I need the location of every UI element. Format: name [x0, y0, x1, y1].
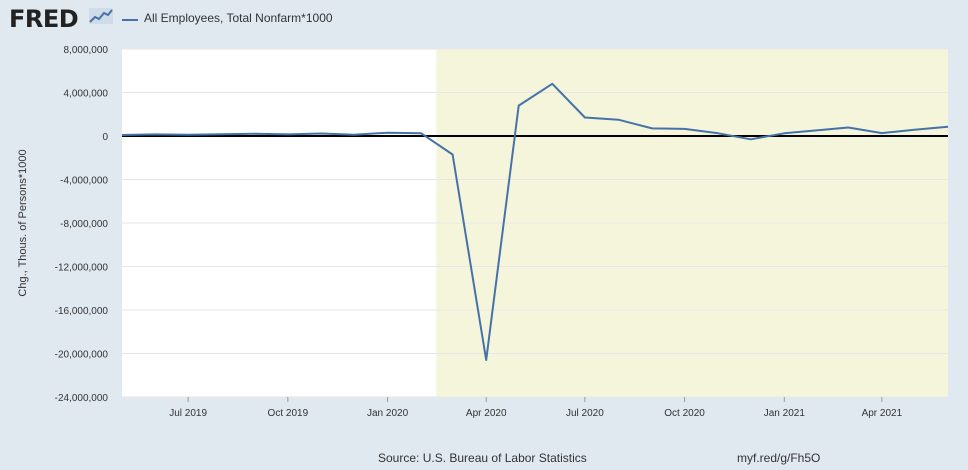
- data-point: [880, 132, 883, 135]
- x-tick-label: Oct 2020: [664, 408, 705, 419]
- legend-series-label: All Employees, Total Nonfarm*1000: [144, 11, 333, 25]
- data-point: [617, 118, 620, 121]
- x-tick-label: Jan 2021: [764, 408, 806, 419]
- y-tick-label: -20,000,000: [55, 350, 109, 361]
- fred-logo[interactable]: FRED: [9, 5, 79, 33]
- y-axis-label: Chg., Thous. of Persons*1000: [17, 149, 29, 296]
- x-tick-label: Apr 2021: [862, 408, 903, 419]
- data-point: [551, 82, 554, 85]
- data-point: [386, 131, 389, 134]
- y-tick-label: -16,000,000: [55, 306, 109, 317]
- data-point: [947, 125, 950, 128]
- y-tick-label: -12,000,000: [55, 263, 109, 274]
- short-link[interactable]: myf.red/g/Fh5O: [737, 451, 821, 465]
- chart-header: FRED All Employees, Total Nonfarm*1000: [0, 0, 968, 40]
- source-text: Source: U.S. Bureau of Labor Statistics: [378, 451, 587, 465]
- y-tick-label: -4,000,000: [60, 176, 108, 187]
- data-point: [286, 133, 289, 136]
- fred-graph-icon: [89, 8, 113, 24]
- data-point: [749, 138, 752, 141]
- legend-series-swatch: [122, 19, 138, 21]
- x-tick-label: Jan 2020: [367, 408, 409, 419]
- data-point: [583, 116, 586, 119]
- data-point: [517, 104, 520, 107]
- x-tick-label: Apr 2020: [466, 408, 507, 419]
- y-tick-label: -24,000,000: [55, 393, 109, 404]
- data-point: [847, 126, 850, 129]
- data-point: [254, 132, 257, 135]
- y-tick-label: 8,000,000: [64, 45, 109, 56]
- x-tick-label: Jul 2019: [169, 408, 207, 419]
- data-point: [913, 128, 916, 131]
- data-point: [187, 133, 190, 136]
- x-axis-ticks: Jul 2019 Oct 2019 Jan 2020 Apr 2020 Jul 2020…: [169, 397, 903, 419]
- y-tick-label: -8,000,000: [60, 219, 108, 230]
- data-point: [717, 132, 720, 135]
- data-point: [420, 132, 423, 135]
- data-point: [320, 132, 323, 135]
- x-tick-label: Oct 2019: [268, 408, 309, 419]
- data-point: [352, 133, 355, 136]
- y-tick-label: 4,000,000: [64, 89, 109, 100]
- data-point: [220, 133, 223, 136]
- data-point: [651, 127, 654, 130]
- y-tick-label: 0: [102, 132, 108, 143]
- data-point: [816, 129, 819, 132]
- series-line: [121, 82, 949, 361]
- y-axis-ticks: 8,000,000 4,000,000 0 -4,000,000 -8,000,000 -…: [55, 45, 109, 404]
- data-point: [485, 359, 488, 362]
- x-tick-label: Jul 2020: [566, 408, 604, 419]
- series-group: [121, 82, 950, 362]
- data-point: [154, 133, 157, 136]
- data-point: [451, 153, 454, 156]
- data-point: [121, 134, 124, 137]
- data-point: [683, 127, 686, 130]
- data-point: [783, 132, 786, 135]
